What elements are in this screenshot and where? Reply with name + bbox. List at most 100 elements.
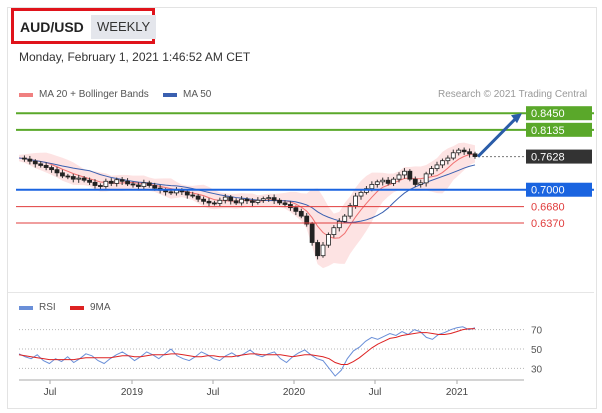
candle-body (98, 185, 103, 187)
ma50-swatch (163, 92, 177, 97)
x-label-3: 2020 (283, 387, 306, 398)
candle-body (27, 158, 33, 162)
x-label-5: 2021 (446, 387, 469, 398)
rsi-tick-70: 70 (531, 326, 543, 337)
target-arrow (476, 117, 518, 158)
candle-body (288, 204, 293, 209)
candle-body (407, 170, 413, 180)
candle-body (114, 179, 120, 184)
candle-body (141, 182, 147, 187)
candle-body (374, 181, 380, 185)
legend-ma20-label: MA 20 + Bollinger Bands (39, 89, 149, 100)
candle-body (255, 199, 261, 203)
level-tag-0.7000 (526, 182, 592, 197)
level-label-0.8135: 0.8135 (531, 125, 565, 137)
candle-body (212, 202, 217, 205)
candle-body (353, 195, 358, 206)
legend-ma50: MA 50 (163, 89, 211, 100)
candle-body (298, 210, 304, 217)
pair-label: AUD/USD (20, 19, 84, 35)
target-arrow-head (511, 113, 522, 124)
x-label-4: Jul (369, 387, 382, 398)
candle-body (315, 242, 320, 257)
candle-body (461, 149, 467, 153)
candle-body (108, 180, 114, 184)
candle-body (49, 167, 54, 171)
candle-body (293, 207, 299, 212)
candle-body (22, 157, 27, 160)
panel-divider (8, 292, 594, 293)
candle-body (81, 177, 87, 181)
candle-body (119, 179, 125, 182)
candle-body (412, 178, 418, 185)
rsi-series-9MA (18, 328, 475, 365)
candle-body (130, 183, 136, 186)
candle-body (445, 157, 451, 162)
ma20-swatch (19, 92, 33, 97)
level-label-0.7000: 0.7000 (531, 185, 565, 197)
legend-ma20: MA 20 + Bollinger Bands (19, 89, 149, 100)
rsi-swatch (19, 305, 33, 310)
level-tag-0.7628 (526, 149, 592, 164)
candle-body (217, 199, 223, 204)
candle-body (136, 184, 141, 187)
candle-body (342, 215, 348, 222)
candle-body (228, 196, 234, 202)
candle-body (201, 198, 206, 202)
level-tag-0.8450 (526, 106, 592, 121)
candle-body (190, 194, 196, 197)
candle-body (402, 170, 407, 176)
candle-body (244, 198, 250, 202)
candle-body (87, 179, 92, 183)
candle-body (423, 173, 429, 184)
legend-rsi: RSI (19, 302, 56, 313)
candle-body (418, 182, 424, 185)
candle-body (260, 198, 266, 201)
candle-body (206, 200, 212, 204)
candle-body (380, 179, 386, 183)
candle-body (282, 202, 288, 205)
candle-body (369, 184, 375, 190)
x-label-0: Jul (44, 387, 57, 398)
candle-body (70, 176, 76, 180)
candle-body (358, 191, 364, 197)
legend-9ma-label: 9MA (90, 302, 111, 313)
candle-body (222, 196, 228, 201)
candle-body (304, 215, 310, 225)
candle-body (60, 172, 65, 177)
candle-body (440, 160, 445, 166)
candle-body (347, 205, 353, 217)
level-label-0.8450: 0.8450 (531, 108, 565, 120)
candle-body (467, 151, 472, 155)
period-badge[interactable]: WEEKLY (91, 15, 157, 39)
candle-body (266, 197, 272, 200)
candle-body (92, 181, 98, 186)
rsi-tick-30: 30 (531, 364, 543, 375)
level-label-0.7628: 0.7628 (531, 152, 565, 164)
candle-body (76, 177, 82, 180)
candle-body (456, 149, 462, 154)
timestamp: Monday, February 1, 2021 1:46:52 AM CET (19, 50, 251, 64)
candle-body (434, 164, 440, 170)
legend-ma50-label: MA 50 (183, 89, 212, 100)
candle-body (331, 227, 337, 235)
level-label-0.6680: 0.6680 (531, 202, 565, 214)
candle-body (32, 160, 38, 165)
candle-body (336, 220, 342, 229)
ma9-swatch (70, 305, 84, 310)
candle-body (450, 152, 456, 159)
candle-body (271, 197, 277, 201)
candle-body (385, 179, 391, 184)
candle-body (195, 195, 201, 200)
candle-body (146, 182, 152, 186)
candle-body (43, 165, 49, 168)
candle-body (391, 178, 396, 184)
rsi-tick-50: 50 (531, 345, 543, 356)
legend-9ma: 9MA (70, 302, 111, 313)
candle-body (233, 200, 239, 204)
bollinger-band (19, 142, 475, 269)
candle-body (54, 169, 60, 174)
candle-body (320, 244, 326, 257)
instrument-header[interactable]: AUD/USD WEEKLY (11, 8, 157, 44)
